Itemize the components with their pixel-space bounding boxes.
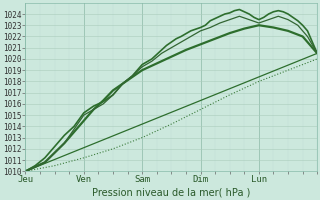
- X-axis label: Pression niveau de la mer( hPa ): Pression niveau de la mer( hPa ): [92, 187, 251, 197]
